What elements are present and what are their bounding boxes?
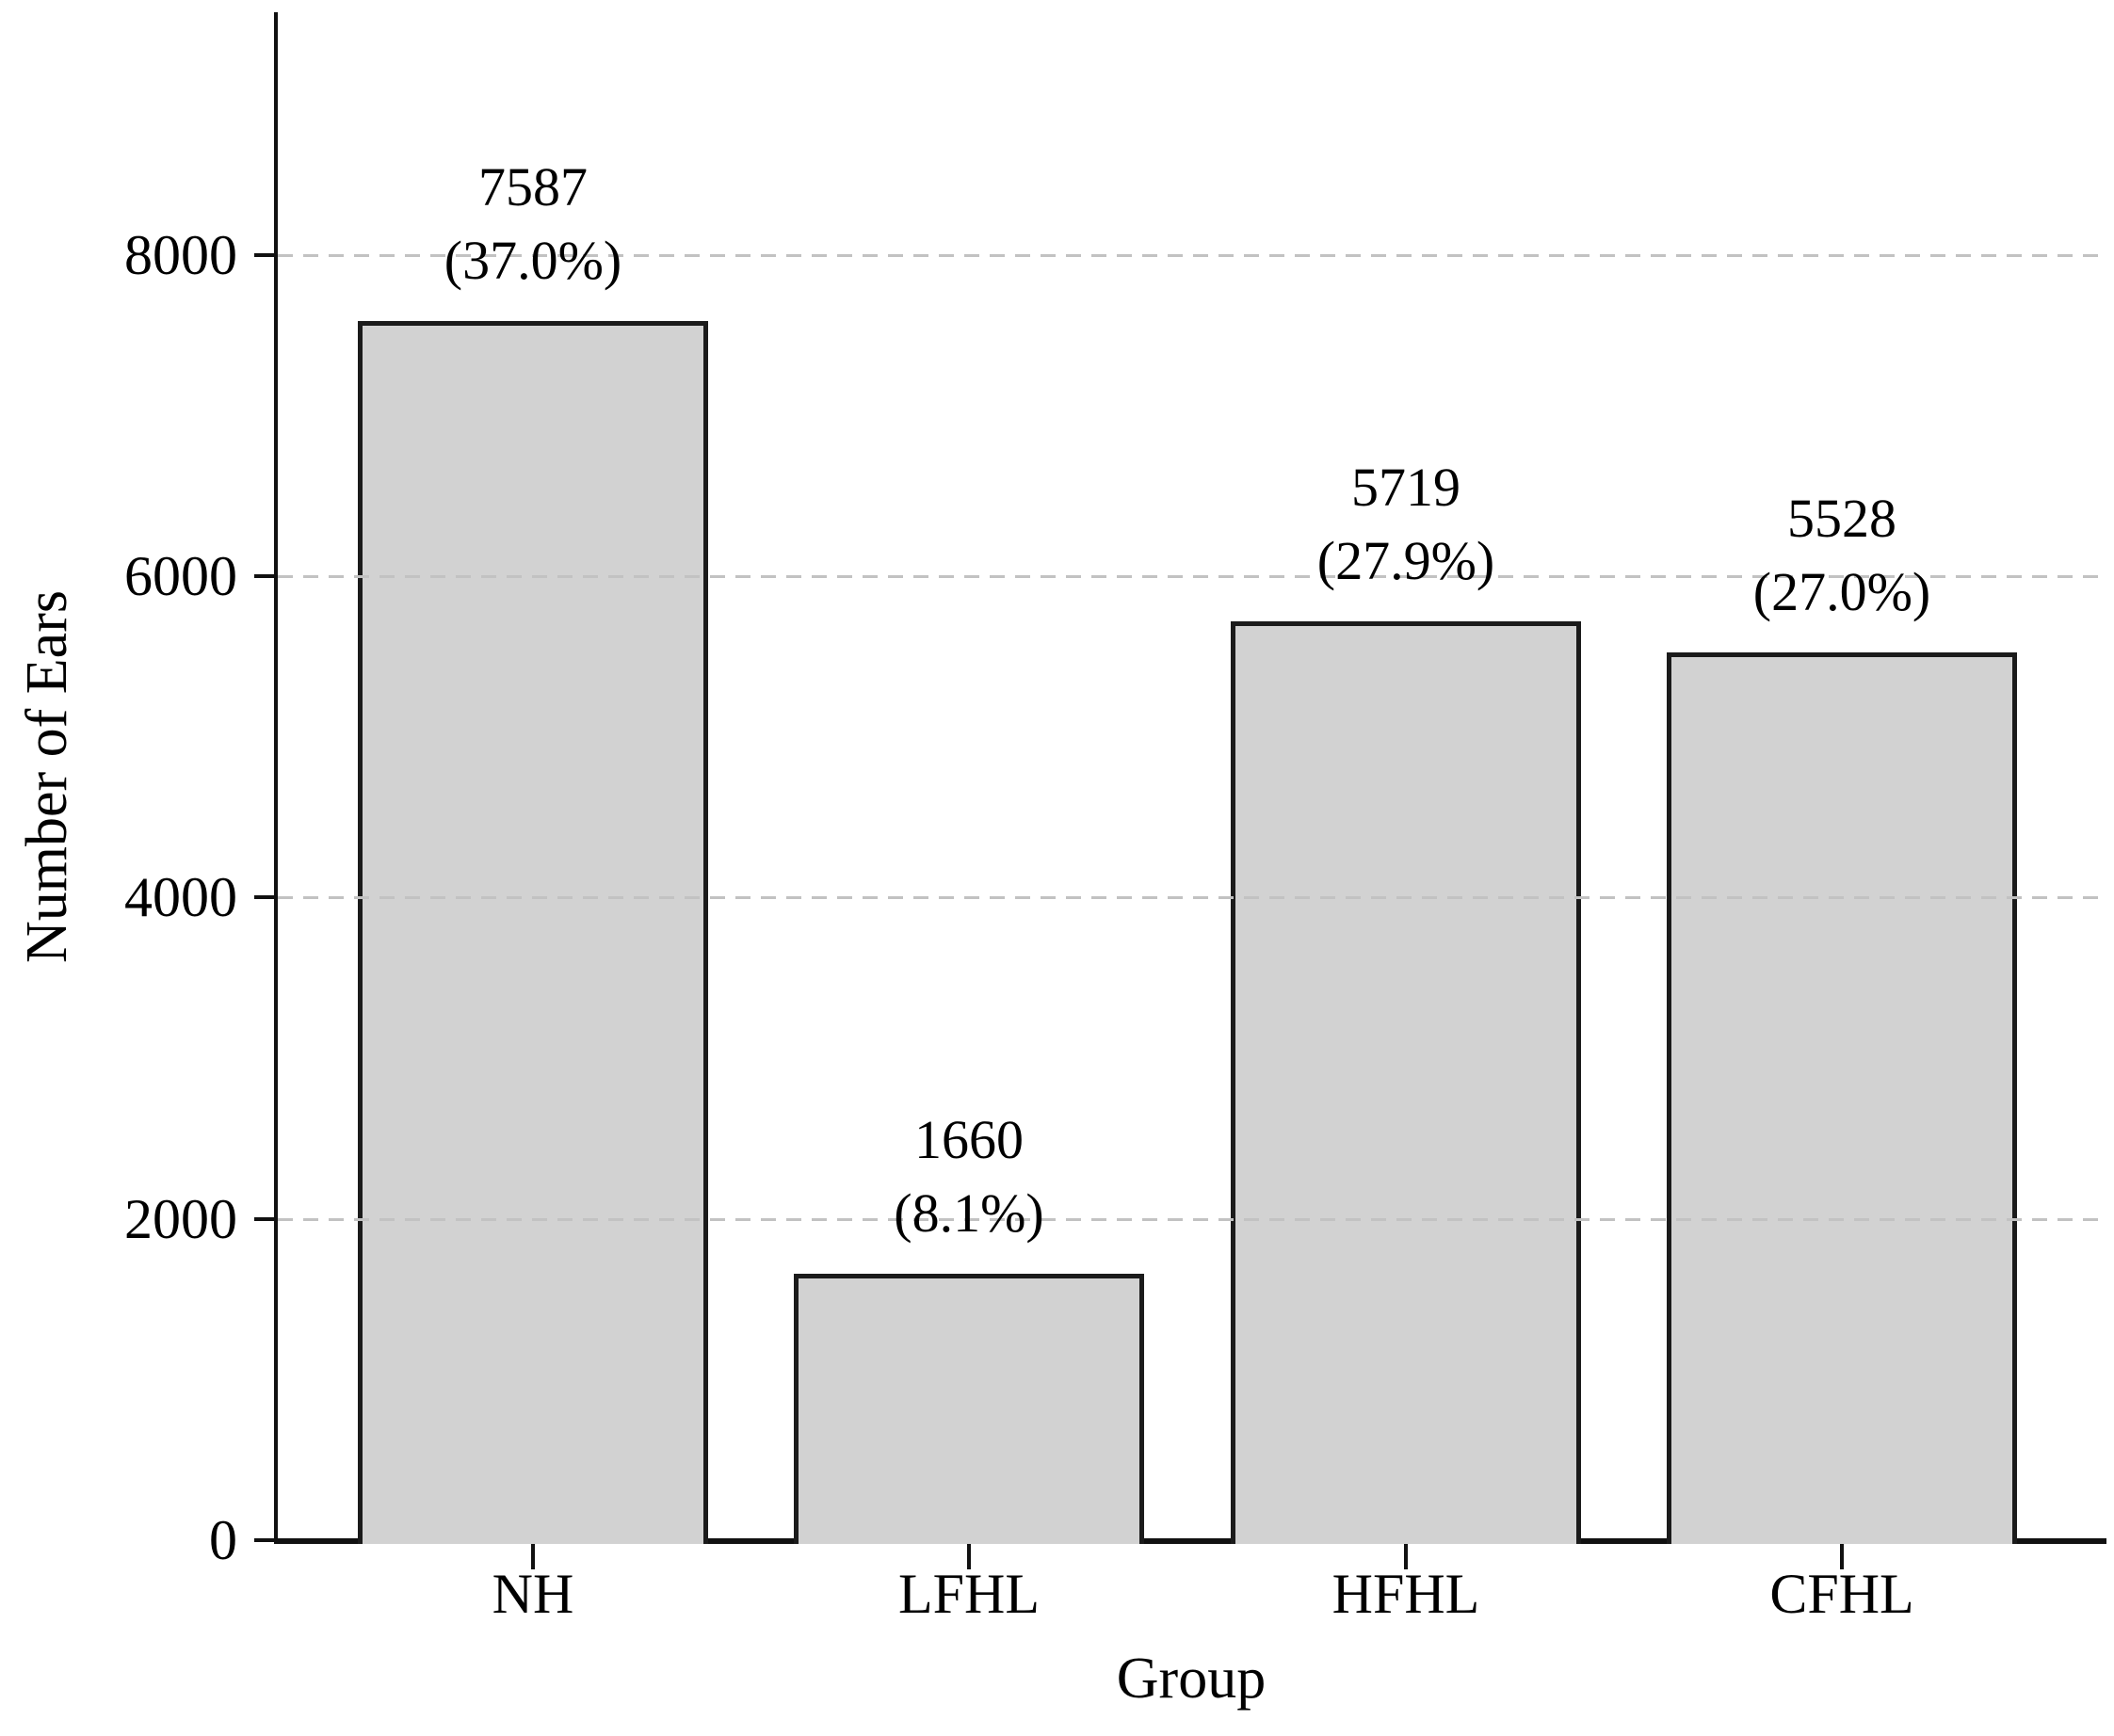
value-label-cfhl: 5528 (27.0%) <box>1752 488 1931 622</box>
x-axis-title: Group <box>1116 1647 1267 1711</box>
y-tick-label-8000: 8000 <box>124 224 237 286</box>
y-tick-label-2000: 2000 <box>124 1188 237 1250</box>
x-axis-spine <box>274 1538 2106 1544</box>
y-axis-title: Number of Ears <box>15 590 79 963</box>
value-label-nh: 7587 (37.0%) <box>444 156 622 291</box>
x-tick-label-hfhl: HFHL <box>1331 1563 1480 1625</box>
bar-cfhl <box>1667 652 2017 1544</box>
y-tick-6000 <box>254 574 276 578</box>
gridline-6000 <box>278 575 2106 578</box>
gridline-2000 <box>278 1218 2106 1221</box>
gridline-8000 <box>278 254 2106 257</box>
bar-hfhl <box>1231 621 1581 1544</box>
y-tick-label-4000: 4000 <box>124 866 237 928</box>
gridline-4000 <box>278 896 2106 899</box>
x-tick-label-cfhl: CFHL <box>1769 1563 1914 1625</box>
y-axis-spine <box>274 12 278 1544</box>
y-tick-label-0: 0 <box>209 1509 237 1571</box>
x-tick-cfhl <box>1840 1544 1844 1569</box>
y-tick-0 <box>254 1538 276 1542</box>
bar-nh <box>358 321 708 1544</box>
y-tick-label-6000: 6000 <box>124 545 237 607</box>
value-label-hfhl: 5719 (27.9%) <box>1316 457 1495 591</box>
x-tick-label-nh: NH <box>492 1563 574 1625</box>
value-label-lfhl: 1660 (8.1%) <box>894 1109 1044 1244</box>
x-tick-hfhl <box>1404 1544 1408 1569</box>
y-tick-8000 <box>254 253 276 257</box>
bar-lfhl <box>794 1274 1144 1544</box>
y-tick-2000 <box>254 1217 276 1221</box>
x-tick-label-lfhl: LFHL <box>898 1563 1040 1625</box>
x-tick-nh <box>531 1544 535 1569</box>
x-tick-lfhl <box>967 1544 971 1569</box>
y-tick-4000 <box>254 895 276 899</box>
